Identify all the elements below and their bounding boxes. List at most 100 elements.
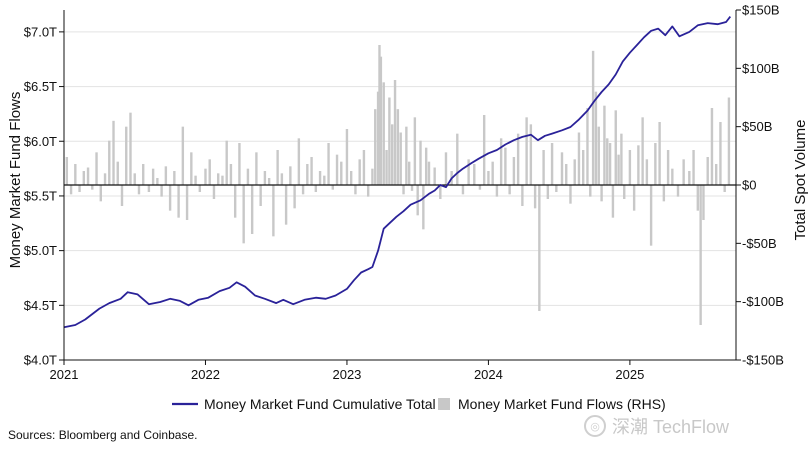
flow-bar <box>378 45 381 185</box>
flow-bar <box>349 171 353 185</box>
flow-bar <box>185 185 189 220</box>
watermark: ◎ 深潮 TechFlow <box>584 413 729 439</box>
right-tick-label: $50B <box>742 119 772 134</box>
flow-bar <box>95 152 98 185</box>
flow-bar <box>586 108 589 185</box>
flow-bar <box>164 166 168 185</box>
flow-bar <box>727 97 731 185</box>
flow-bar <box>582 150 585 185</box>
flow-bar <box>194 175 197 185</box>
flow-bar <box>645 159 649 185</box>
flow-bar <box>177 185 180 218</box>
flow-bar <box>723 185 726 192</box>
flow-bar <box>250 185 254 234</box>
flow-bar <box>577 132 581 185</box>
flow-bar <box>86 167 90 185</box>
flow-bar <box>499 138 503 185</box>
left-tick-label: $5.5T <box>24 188 57 203</box>
flow-bar <box>719 122 722 185</box>
flow-bar <box>108 140 111 185</box>
flow-bar <box>323 175 326 185</box>
flow-bar <box>116 161 119 185</box>
flow-bar <box>74 164 77 185</box>
flow-bar <box>444 152 448 185</box>
flow-bar <box>688 171 691 185</box>
flow-bar <box>504 147 507 185</box>
flow-bar <box>362 150 366 185</box>
flow-bar <box>217 173 220 185</box>
x-tick-labels: 2021 2022 2023 2024 2025 <box>50 367 645 382</box>
legend-label-line: Money Market Fund Cumulative Total <box>204 396 436 412</box>
flow-bar <box>99 185 102 202</box>
flow-bar <box>628 150 632 185</box>
flow-bar <box>706 157 709 185</box>
flow-bar <box>614 110 617 185</box>
flow-bar <box>385 150 388 185</box>
flow-bar <box>335 154 339 185</box>
left-tick-label: $5.0T <box>24 243 57 258</box>
flow-bar <box>482 115 486 185</box>
flow-bar <box>246 168 250 185</box>
flow-bar <box>546 185 550 199</box>
flow-bar <box>137 185 141 195</box>
flow-bar <box>229 164 233 185</box>
flow-bar <box>69 185 73 195</box>
right-tick-label: $100B <box>742 61 780 76</box>
flow-bar <box>569 185 572 204</box>
flow-bar <box>594 91 598 185</box>
flow-bar <box>654 143 657 185</box>
flow-bar <box>272 185 275 237</box>
flow-bar <box>393 80 397 185</box>
flow-bar <box>331 185 334 190</box>
flow-bar <box>267 178 271 185</box>
flow-bar <box>666 150 670 185</box>
right-tick-label: -$100B <box>742 294 784 309</box>
flow-bar <box>120 185 124 206</box>
flow-bar <box>478 185 482 190</box>
flow-bar <box>623 185 626 199</box>
flow-bar <box>649 185 653 246</box>
flow-bar <box>671 168 674 185</box>
flow-bar <box>413 117 417 185</box>
flow-bar <box>495 185 499 197</box>
cumulative-total-line <box>63 16 732 329</box>
flow-bar <box>297 138 301 185</box>
flow-bar <box>125 126 128 185</box>
flow-bar <box>181 126 185 185</box>
flow-bar <box>160 185 163 197</box>
legend-bar-swatch <box>438 398 450 410</box>
flow-bar <box>620 133 623 185</box>
flow-bar <box>382 82 385 185</box>
left-tick-label: $6.5T <box>24 79 57 94</box>
flow-bar <box>702 185 705 220</box>
flow-bar <box>589 185 592 197</box>
flow-bar <box>82 171 86 185</box>
axes <box>59 9 741 365</box>
flow-bar <box>208 159 211 185</box>
flow-bar <box>396 109 400 185</box>
flow-bar <box>410 185 414 191</box>
right-tick-label: -$150B <box>742 353 784 368</box>
flow-bar <box>133 173 136 185</box>
flow-bar <box>632 185 636 211</box>
flow-bar <box>617 154 620 185</box>
flow-bar <box>422 185 425 230</box>
flow-bar <box>103 173 107 185</box>
flow-bar <box>597 126 600 185</box>
flow-bar <box>212 185 216 199</box>
flow-bar <box>439 185 442 199</box>
flow-bar <box>416 185 419 216</box>
flow-bar <box>521 185 524 206</box>
x-tick-label: 2025 <box>615 367 644 382</box>
bar-series <box>65 45 731 325</box>
flow-bar <box>692 150 695 185</box>
flow-bar <box>388 97 391 185</box>
flow-bar <box>112 120 115 185</box>
flow-bar <box>225 140 228 185</box>
legend: Money Market Fund Cumulative Total Money… <box>172 396 666 412</box>
flow-bar <box>276 150 279 185</box>
flow-bar <box>467 159 470 185</box>
x-tick-label: 2024 <box>474 367 503 382</box>
flow-bar <box>314 185 318 192</box>
